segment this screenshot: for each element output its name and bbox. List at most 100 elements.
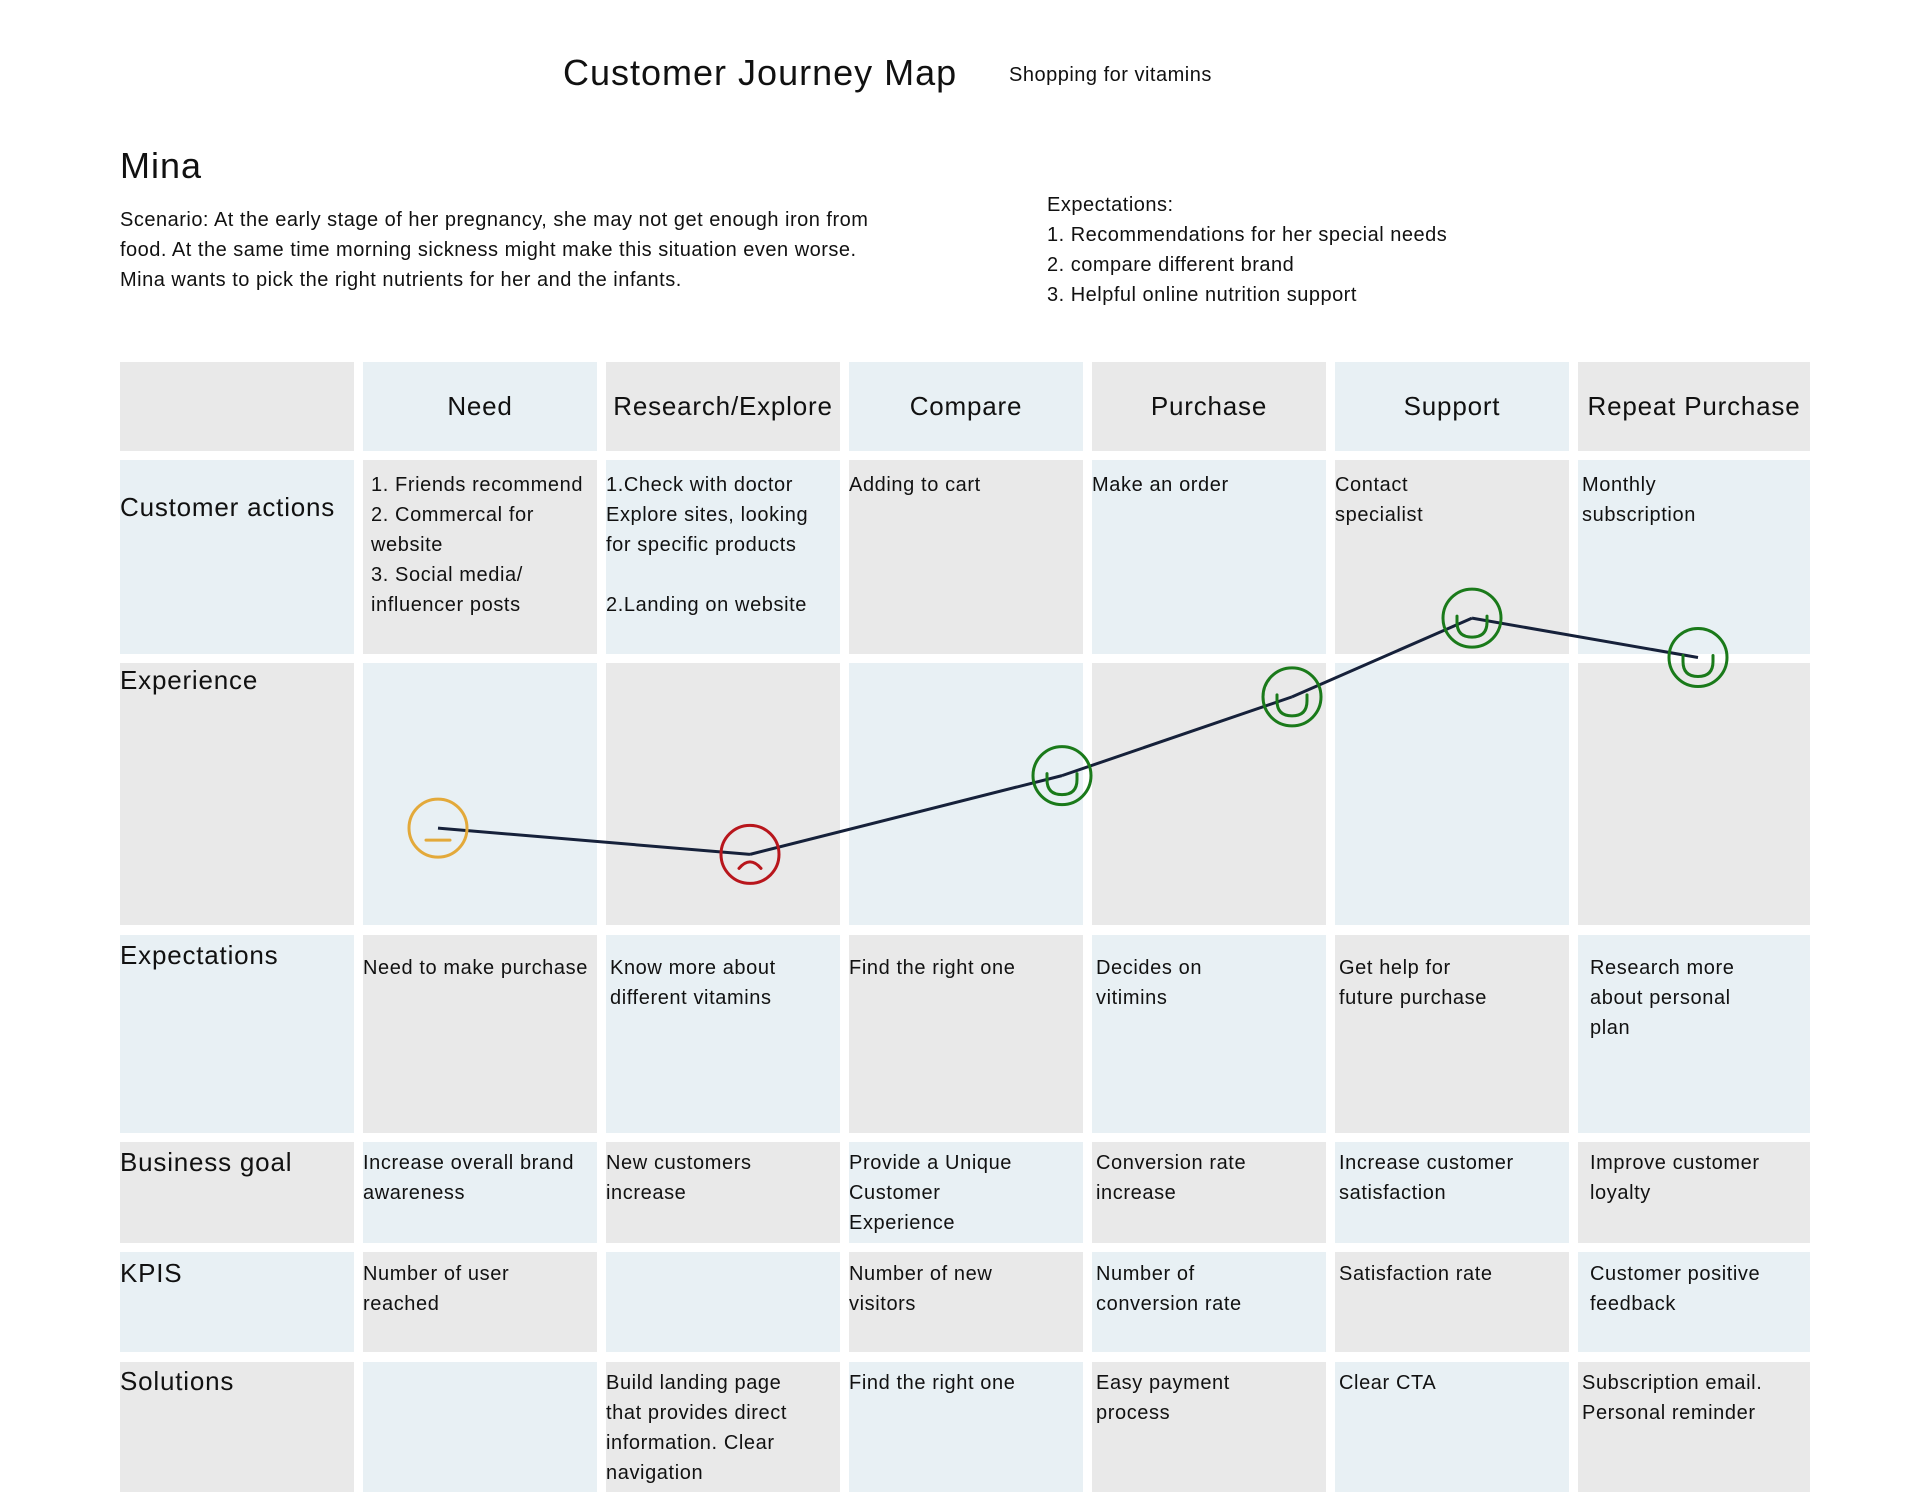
happy-face-icon (1031, 745, 1093, 807)
grid-cell (1335, 1362, 1569, 1492)
grid-cell (849, 1362, 1083, 1492)
grid-cell (1335, 1252, 1569, 1352)
persona-expectations: Expectations: 1. Recommendations for her… (1047, 190, 1447, 310)
row-label: Expectations (120, 940, 279, 970)
stage-header: Need (363, 362, 597, 451)
stage-header: Research/Explore (606, 362, 840, 451)
grid-cell (363, 1142, 597, 1243)
cell-text: 1. Friends recommend 2. Commercal for we… (371, 474, 584, 616)
stage-header: Support (1335, 362, 1569, 451)
grid-cell (1335, 935, 1569, 1133)
cell-text: Number of new visitors (849, 1263, 993, 1315)
grid-cell (606, 1362, 840, 1492)
page-title: Customer Journey Map (563, 52, 958, 93)
grid-cell (363, 663, 597, 925)
stage-header: Purchase (1092, 362, 1326, 451)
grid-cell (849, 460, 1083, 654)
corner-cell (120, 362, 354, 451)
experience-line-segment (437, 826, 751, 856)
row-label-cell (120, 1142, 354, 1243)
grid-cell (363, 935, 597, 1133)
cell-text: Know more about different vitamins (610, 957, 776, 1009)
row-label: Experience (120, 665, 259, 695)
grid-cell (1092, 935, 1326, 1133)
experience-line-segment (1471, 616, 1699, 659)
neutral-face-icon (407, 797, 469, 859)
grid-cell (1578, 1142, 1810, 1243)
grid-cell (1335, 663, 1569, 925)
cell-text: Increase overall brand awareness (363, 1152, 575, 1204)
experience-line-segment (1061, 695, 1293, 778)
stage-header: Repeat Purchase (1578, 362, 1810, 451)
row-label-cell (120, 935, 354, 1133)
cell-text: Clear CTA (1339, 1372, 1437, 1394)
stage-header: Compare (849, 362, 1083, 451)
cell-text: Customer positive feedback (1590, 1263, 1761, 1315)
grid-cell (606, 663, 840, 925)
unhappy-face-icon (719, 823, 781, 885)
cell-text: Decides on vitimins (1096, 957, 1203, 1009)
grid-cell (363, 1252, 597, 1352)
cell-text: Adding to cart (849, 474, 981, 496)
grid-cell (606, 1142, 840, 1243)
row-label: Solutions (120, 1366, 235, 1396)
grid-cell (849, 1142, 1083, 1243)
row-label-cell (120, 663, 354, 925)
grid-cell (849, 1252, 1083, 1352)
row-label-cell (120, 1362, 354, 1492)
grid-cell (363, 460, 597, 654)
grid-cell (1335, 460, 1569, 654)
persona-expectation-item: 1. Recommendations for her special needs (1047, 224, 1448, 246)
grid-cell (606, 935, 840, 1133)
persona-name: Mina (120, 145, 203, 186)
row-label-cell (120, 460, 354, 654)
experience-line-segment (749, 774, 1063, 856)
page-subtitle: Shopping for vitamins (1009, 64, 1212, 86)
scenario-text: Scenario: At the early stage of her preg… (120, 209, 869, 291)
cell-text: Need to make purchase (363, 957, 588, 979)
grid-cell (849, 935, 1083, 1133)
cell-text: Conversion rate increase (1096, 1152, 1247, 1204)
cell-text: Monthly subscription (1582, 474, 1696, 526)
grid-cell (1092, 663, 1326, 925)
happy-face-icon (1441, 587, 1503, 649)
cell-text: Find the right one (849, 1372, 1016, 1394)
grid-cell (849, 663, 1083, 925)
cell-text: Find the right one (849, 957, 1016, 979)
cell-text: New customers increase (606, 1152, 752, 1204)
grid-cell (1578, 1252, 1810, 1352)
cell-text: Build landing page that provides direct … (606, 1372, 787, 1484)
cell-text: Number of conversion rate (1096, 1263, 1242, 1315)
grid-cell (606, 460, 840, 654)
happy-face-icon (1261, 666, 1323, 728)
cell-text: Number of user reached (363, 1263, 510, 1315)
cell-text: Easy payment process (1096, 1372, 1230, 1424)
grid-cell (1092, 460, 1326, 654)
grid-cell (1092, 1362, 1326, 1492)
persona-expectation-item: 2. compare different brand (1047, 254, 1295, 276)
persona-expectation-item: 3. Helpful online nutrition support (1047, 284, 1357, 306)
persona-expectations-title: Expectations: (1047, 194, 1174, 216)
row-label: Customer actions (120, 492, 336, 522)
experience-line-segment (1291, 616, 1473, 699)
grid-cell (1335, 1142, 1569, 1243)
cell-text: Make an order (1092, 474, 1229, 496)
grid-cell (606, 1252, 840, 1352)
row-label: KPIS (120, 1258, 183, 1288)
happy-face-icon (1667, 627, 1729, 688)
grid-cell (1578, 460, 1810, 654)
grid-cell (1092, 1142, 1326, 1243)
cell-text: Subscription email. Personal reminder (1582, 1372, 1763, 1424)
grid-cell (1578, 663, 1810, 925)
cell-text: Increase customer satisfaction (1339, 1152, 1514, 1204)
cell-text: Contact specialist (1335, 474, 1424, 526)
row-label: Business goal (120, 1147, 293, 1177)
grid-cell (1578, 935, 1810, 1133)
cell-text: Satisfaction rate (1339, 1263, 1493, 1285)
cell-text: Provide a Unique Customer Experience (849, 1152, 1013, 1234)
row-label-cell (120, 1252, 354, 1352)
cell-text: Get help for future purchase (1339, 957, 1487, 1009)
grid-cell (363, 1362, 597, 1492)
cell-text: 1.Check with doctor Explore sites, looki… (606, 474, 809, 616)
